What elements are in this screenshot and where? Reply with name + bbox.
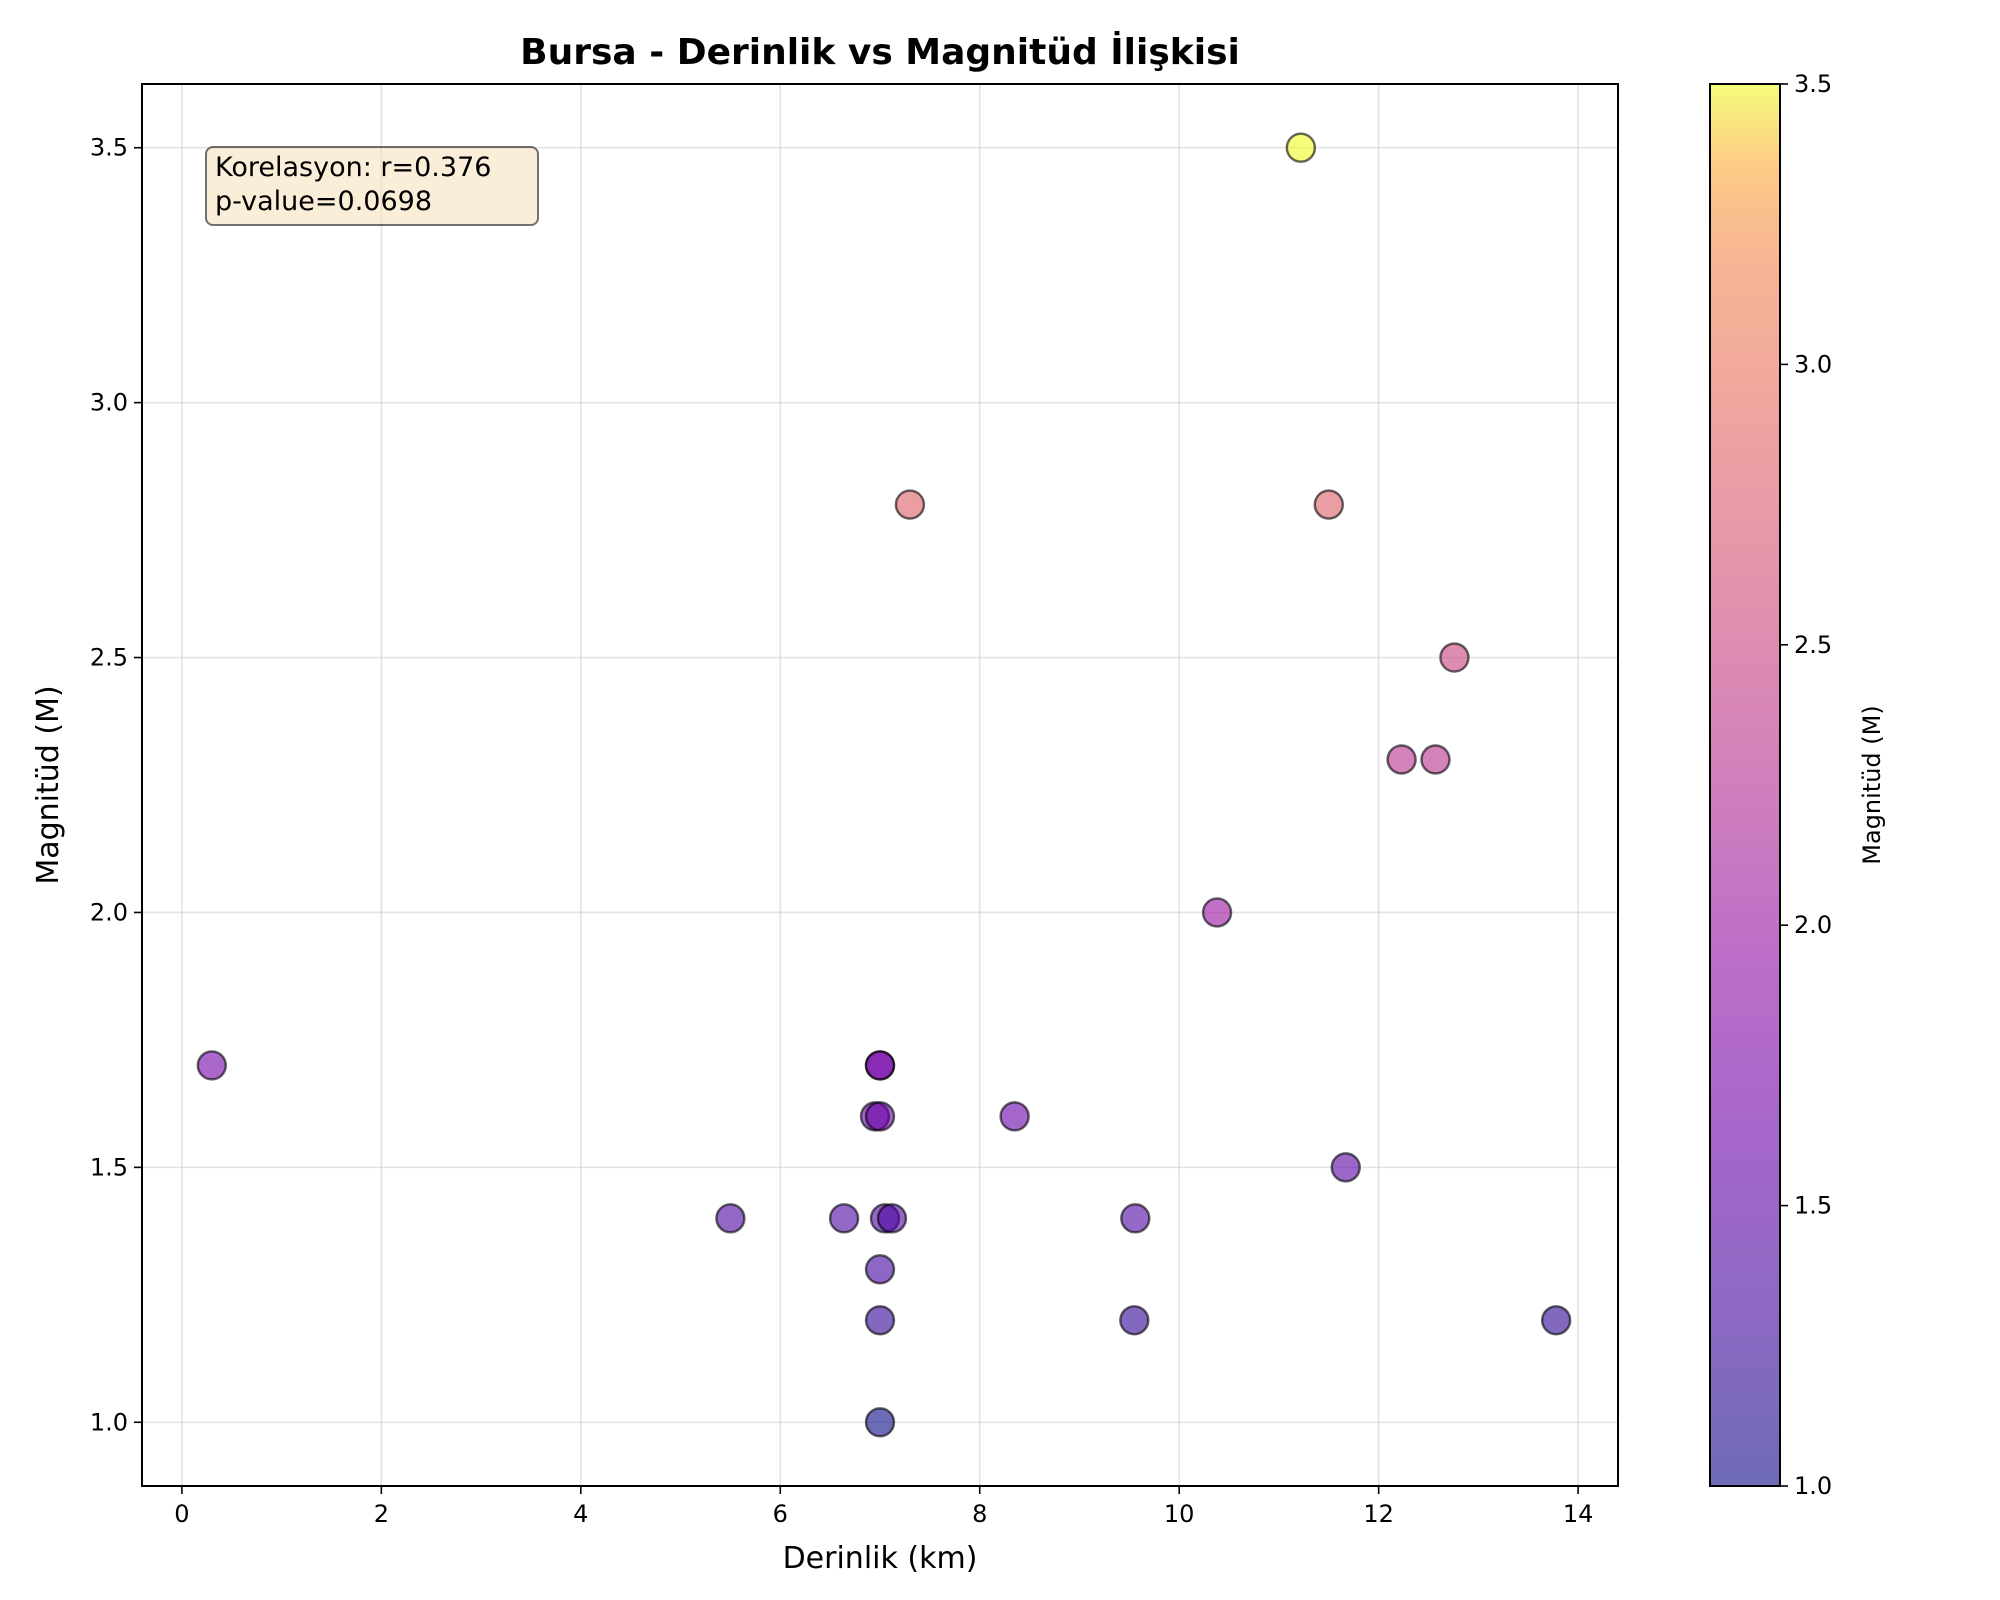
x-tick-label: 14 [1563,1500,1594,1528]
y-tick-label: 1.5 [90,1153,128,1181]
y-axis-ticks: 1.0 1.5 2.0 2.5 3.0 3.5 [90,134,142,1436]
colorbar-tick-label: 3.0 [1794,350,1832,378]
colorbar-tick-label: 1.0 [1794,1472,1832,1500]
annotation-line-pvalue: p-value=0.0698 [215,186,432,217]
scatter-point [1285,132,1317,163]
scatter-point [999,1101,1030,1132]
scatter-point [1120,1203,1151,1234]
colorbar: 1.0 1.5 2.0 2.5 3.0 3.5 Magnitüd (M) [1709,70,1886,1500]
y-tick-label: 3.0 [90,389,128,417]
annotation-line-correlation: Korelasyon: r=0.376 [215,152,491,183]
scatter-point [828,1203,860,1234]
colorbar-tick-label: 1.5 [1794,1192,1832,1220]
colorbar-title: Magnitüd (M) [1858,705,1886,864]
scatter-point [1119,1305,1150,1336]
y-tick-label: 3.5 [90,134,128,162]
scatter-point [1201,897,1233,928]
scatter-point [1420,744,1451,775]
chart-title: Bursa - Derinlik vs Magnitüd İlişkisi [520,31,1240,73]
scatter-point [876,1203,908,1234]
y-tick-label: 2.0 [90,898,128,926]
scatter-point [1386,744,1417,775]
scatter-point [1313,489,1344,520]
colorbar-tick-label: 2.0 [1794,911,1832,939]
annotation-box [205,146,539,226]
scatter-point [196,1050,228,1081]
scatter-point [864,1254,896,1285]
scatter-points [196,132,1572,1438]
colorbar-ticks: 1.0 1.5 2.0 2.5 3.0 3.5 [1780,70,1832,1500]
y-tick-label: 1.0 [90,1408,128,1436]
scatter-point [864,1305,896,1336]
colorbar-gradient [1710,84,1780,1486]
x-axis-title: Derinlik (km) [783,1541,978,1576]
x-tick-label: 12 [1363,1500,1394,1528]
colorbar-tick-label: 2.5 [1794,631,1832,659]
scatter-point [864,1407,896,1438]
scatter-point [864,1101,896,1132]
scatter-point [715,1203,746,1234]
x-tick-label: 10 [1164,1500,1195,1528]
scatter-point [894,489,926,520]
scatter-point [1439,642,1470,673]
plot-background [142,84,1618,1486]
correlation-annotation: Korelasyon: r=0.376 p-value=0.0698 [205,146,539,226]
y-tick-label: 2.5 [90,644,128,672]
x-tick-label: 2 [374,1500,389,1528]
x-tick-label: 0 [174,1500,189,1528]
x-tick-label: 8 [972,1500,987,1528]
grid [142,84,1618,1486]
scatter-point [1540,1305,1572,1336]
scatter-point [1330,1152,1361,1183]
plot-frame [141,83,1619,1487]
plot-area: 0 2 4 6 8 10 12 14 1.0 1.5 2.0 2.5 3.0 3.5 [90,83,1619,1528]
x-tick-label: 6 [773,1500,788,1528]
x-axis-ticks: 0 2 4 6 8 10 12 14 [174,1486,1593,1528]
y-axis-title: Magnitüd (M) [31,685,66,884]
colorbar-tick-label: 3.5 [1794,70,1832,98]
scatter-point [864,1050,896,1081]
x-tick-label: 4 [573,1500,588,1528]
colorbar-frame [1709,83,1781,1487]
